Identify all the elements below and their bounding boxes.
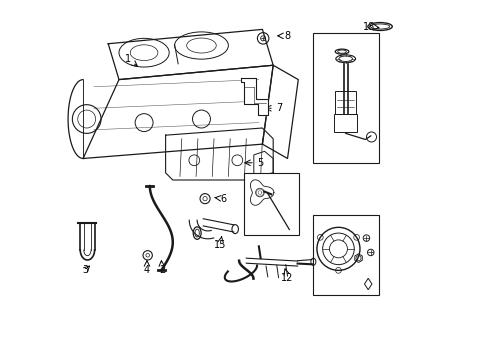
FancyBboxPatch shape [244, 173, 298, 234]
Text: 4: 4 [143, 265, 150, 275]
Text: 1: 1 [124, 54, 131, 64]
FancyBboxPatch shape [312, 33, 378, 163]
Polygon shape [108, 30, 273, 80]
Text: 16: 16 [316, 141, 328, 151]
Polygon shape [241, 78, 267, 116]
Text: 6: 6 [220, 194, 226, 204]
Text: 14: 14 [363, 284, 375, 294]
Text: 7: 7 [276, 103, 282, 113]
Text: 5: 5 [257, 158, 263, 168]
Text: 12: 12 [281, 273, 293, 283]
Text: 9: 9 [252, 183, 258, 193]
Polygon shape [253, 151, 273, 176]
Polygon shape [250, 180, 273, 205]
FancyBboxPatch shape [312, 215, 378, 296]
Text: 3: 3 [81, 265, 88, 275]
Text: 18: 18 [363, 22, 375, 32]
Text: 11: 11 [352, 273, 365, 283]
Text: 8: 8 [284, 31, 290, 41]
Polygon shape [165, 128, 273, 180]
Text: 10: 10 [255, 208, 267, 218]
Text: 15: 15 [213, 240, 226, 250]
Polygon shape [262, 65, 298, 158]
Text: 2: 2 [159, 265, 165, 275]
Text: 17: 17 [334, 50, 346, 60]
Text: 13: 13 [366, 255, 378, 265]
Polygon shape [83, 65, 273, 158]
